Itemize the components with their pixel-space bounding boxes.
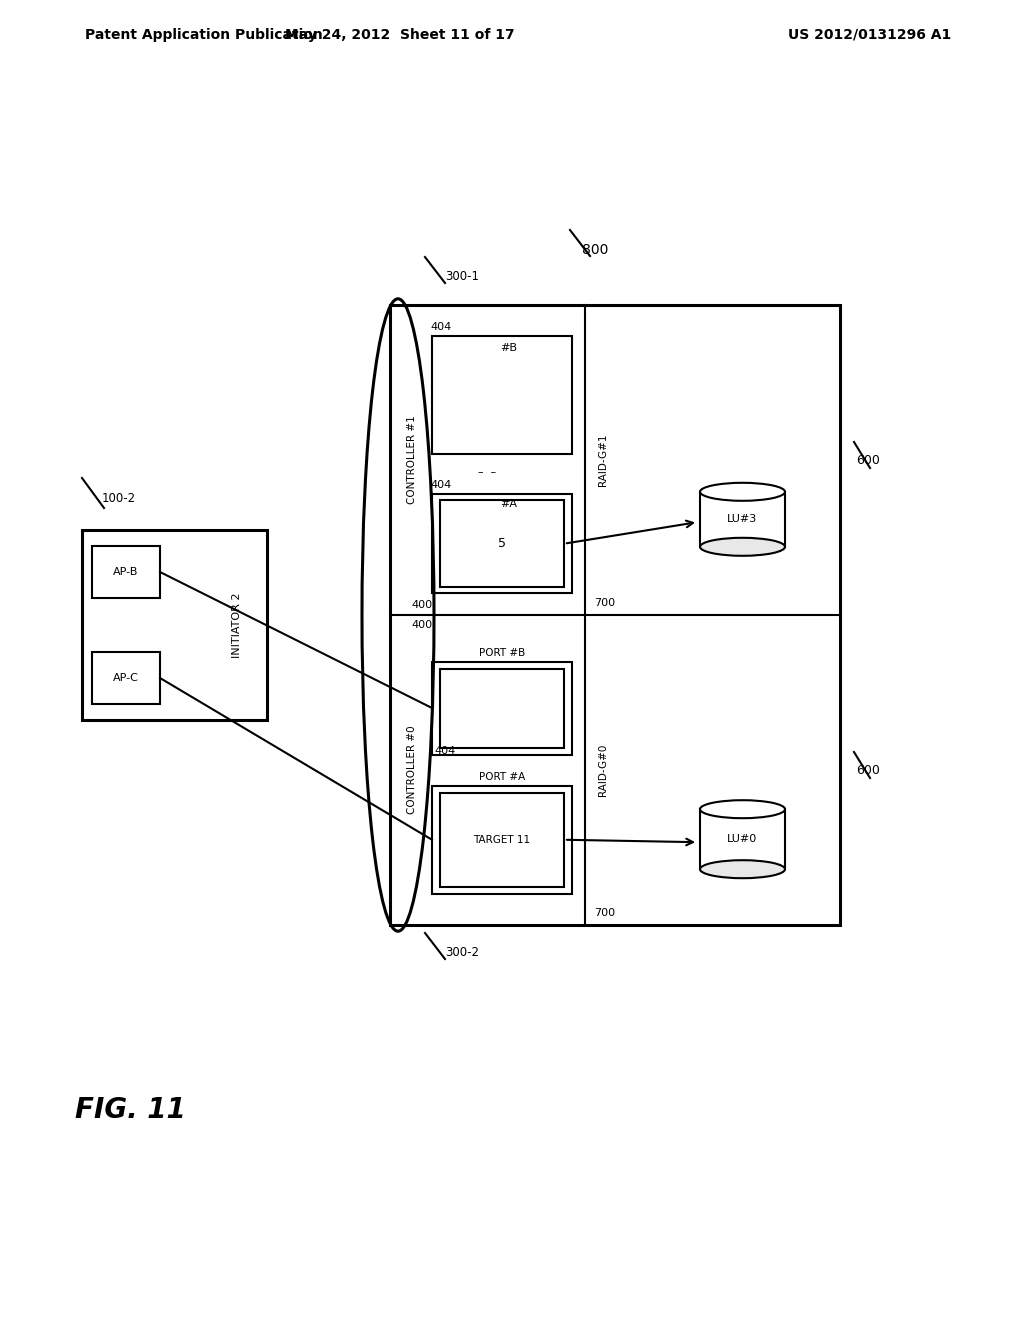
Bar xyxy=(700,809,785,869)
Text: LU#0: LU#0 xyxy=(727,834,758,845)
Text: May 24, 2012  Sheet 11 of 17: May 24, 2012 Sheet 11 of 17 xyxy=(286,28,515,42)
Bar xyxy=(390,305,840,925)
Bar xyxy=(82,531,267,719)
Text: CONTROLLER #0: CONTROLLER #0 xyxy=(407,726,417,814)
Text: CONTROLLER #1: CONTROLLER #1 xyxy=(407,416,417,504)
Bar xyxy=(432,337,572,454)
Text: 5: 5 xyxy=(498,537,506,550)
Text: PORT #B: PORT #B xyxy=(479,648,525,657)
Text: RAID-G#0: RAID-G#0 xyxy=(598,743,608,796)
Bar xyxy=(92,546,160,598)
Bar xyxy=(432,494,572,593)
Text: AP-B: AP-B xyxy=(114,568,138,577)
Text: Patent Application Publication: Patent Application Publication xyxy=(85,28,323,42)
Ellipse shape xyxy=(700,483,785,500)
Text: #A: #A xyxy=(501,499,517,510)
Bar xyxy=(432,785,572,894)
Text: INITIATOR 2: INITIATOR 2 xyxy=(232,593,242,657)
Bar xyxy=(440,792,564,887)
Text: 404: 404 xyxy=(430,322,452,333)
Text: RAID-G#1: RAID-G#1 xyxy=(598,434,608,486)
Bar xyxy=(440,668,564,747)
Text: 300-2: 300-2 xyxy=(445,946,479,960)
Text: 404: 404 xyxy=(434,746,456,756)
Text: #B: #B xyxy=(501,343,517,352)
Bar xyxy=(92,652,160,704)
Bar xyxy=(440,500,564,587)
Bar xyxy=(700,492,785,546)
Text: 300-1: 300-1 xyxy=(445,271,479,284)
Text: 700: 700 xyxy=(595,908,615,917)
Text: 400: 400 xyxy=(412,620,432,630)
Bar xyxy=(432,661,572,755)
Ellipse shape xyxy=(700,537,785,556)
Text: –  –: – – xyxy=(478,467,497,478)
Text: FIG. 11: FIG. 11 xyxy=(75,1096,185,1125)
Text: 700: 700 xyxy=(595,598,615,609)
Text: TARGET 11: TARGET 11 xyxy=(473,834,530,845)
Text: LU#3: LU#3 xyxy=(727,515,758,524)
Text: 600: 600 xyxy=(856,763,880,776)
Ellipse shape xyxy=(700,861,785,878)
Text: 400: 400 xyxy=(412,601,432,610)
Ellipse shape xyxy=(700,800,785,818)
Text: PORT #A: PORT #A xyxy=(479,771,525,781)
Text: 600: 600 xyxy=(856,454,880,466)
Text: 100-2: 100-2 xyxy=(102,491,136,504)
Text: 800: 800 xyxy=(582,243,608,257)
Text: US 2012/0131296 A1: US 2012/0131296 A1 xyxy=(788,28,951,42)
Text: 404: 404 xyxy=(430,480,452,490)
Text: AP-C: AP-C xyxy=(113,673,139,682)
